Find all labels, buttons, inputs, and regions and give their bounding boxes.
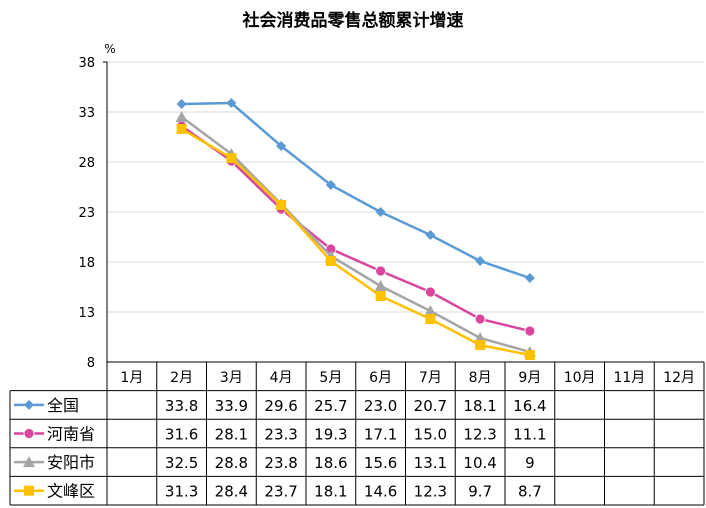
legend-key-marker: [24, 485, 34, 496]
series-line: [180, 115, 531, 354]
data-point: [175, 111, 188, 122]
data-point: [325, 256, 336, 266]
y-tick-label: 8: [87, 356, 95, 371]
table-value: 14.6: [364, 483, 397, 501]
data-point: [176, 124, 187, 134]
table-value: 15.6: [364, 454, 397, 472]
x-category-label: 1月: [120, 370, 143, 386]
x-category-label: 11月: [613, 370, 645, 386]
series-line: [180, 127, 531, 357]
table-value: 28.4: [215, 483, 248, 501]
data-point: [475, 256, 486, 266]
legend-key-marker: [24, 399, 34, 410]
data-point: [325, 180, 336, 190]
table-value: 17.1: [364, 426, 397, 444]
table-value: 12.3: [414, 483, 447, 501]
data-point: [375, 291, 386, 301]
legend-label: 河南省: [47, 425, 95, 444]
data-point: [375, 207, 386, 217]
table-value: 23.3: [264, 426, 297, 444]
y-tick-label: 23: [78, 206, 95, 221]
x-category-label: 6月: [369, 370, 392, 386]
table-value: 31.6: [165, 426, 198, 444]
y-tick-label: 28: [78, 156, 95, 171]
x-category-label: 4月: [270, 370, 293, 386]
chart-title: 社会消费品零售总额累计增速: [242, 11, 464, 31]
x-category-label: 5月: [319, 370, 342, 386]
table-value: 18.1: [463, 397, 496, 415]
data-point: [276, 141, 287, 151]
x-category-label: 8月: [469, 370, 492, 386]
table-value: 16.4: [513, 397, 546, 415]
legend-label: 安阳市: [47, 453, 95, 472]
y-tick-label: 13: [78, 306, 95, 321]
data-point: [424, 286, 436, 298]
table-value: 15.0: [414, 426, 447, 444]
data-point: [176, 99, 187, 109]
data-point: [524, 325, 536, 337]
y-tick-label: 33: [78, 106, 95, 121]
table-value: 18.1: [314, 483, 347, 501]
data-point: [374, 280, 387, 291]
x-category-label: 9月: [518, 370, 541, 386]
data-point: [375, 265, 387, 277]
x-category-label: 2月: [170, 370, 193, 386]
table-value: 13.1: [414, 454, 447, 472]
y-tick-label: 38: [78, 56, 95, 71]
table-value: 33.8: [165, 397, 198, 415]
y-tick-label: 18: [78, 256, 95, 271]
table-value: 31.3: [165, 483, 198, 501]
table-value: 32.5: [165, 454, 198, 472]
table-value: 23.8: [264, 454, 297, 472]
y-axis-unit: %: [104, 42, 115, 56]
table-value: 28.8: [215, 454, 248, 472]
data-point: [425, 230, 436, 240]
x-category-label: 7月: [419, 370, 442, 386]
legend-key-marker: [23, 428, 35, 439]
legend-key-marker: [23, 456, 35, 468]
table-value: 28.1: [215, 426, 248, 444]
table-value: 23.7: [264, 483, 297, 501]
data-point: [474, 313, 486, 325]
legend-label: 全国: [47, 396, 79, 415]
x-category-label: 12月: [663, 370, 695, 386]
table-value: 12.3: [463, 426, 496, 444]
data-point: [425, 314, 436, 324]
data-point: [424, 305, 437, 316]
table-value: 11.1: [513, 426, 546, 444]
data-point: [226, 153, 237, 163]
data-point: [475, 340, 486, 350]
series-line: [181, 101, 531, 280]
table-value: 9: [525, 454, 535, 472]
x-category-label: 3月: [220, 370, 243, 386]
legend-label: 文峰区: [47, 482, 95, 501]
data-point: [276, 200, 287, 210]
table-value: 25.7: [314, 397, 347, 415]
series-line: [180, 124, 531, 333]
table-value: 19.3: [314, 426, 347, 444]
table-value: 29.6: [264, 397, 297, 415]
data-point: [524, 350, 535, 360]
table-value: 8.7: [518, 483, 542, 501]
table-value: 18.6: [314, 454, 347, 472]
table-value: 23.0: [364, 397, 397, 415]
table-value: 20.7: [414, 397, 447, 415]
data-point: [226, 98, 237, 108]
table-value: 10.4: [463, 454, 496, 472]
x-category-label: 10月: [564, 370, 596, 386]
data-point: [524, 273, 535, 283]
table-value: 9.7: [468, 483, 492, 501]
table-value: 33.9: [215, 397, 248, 415]
